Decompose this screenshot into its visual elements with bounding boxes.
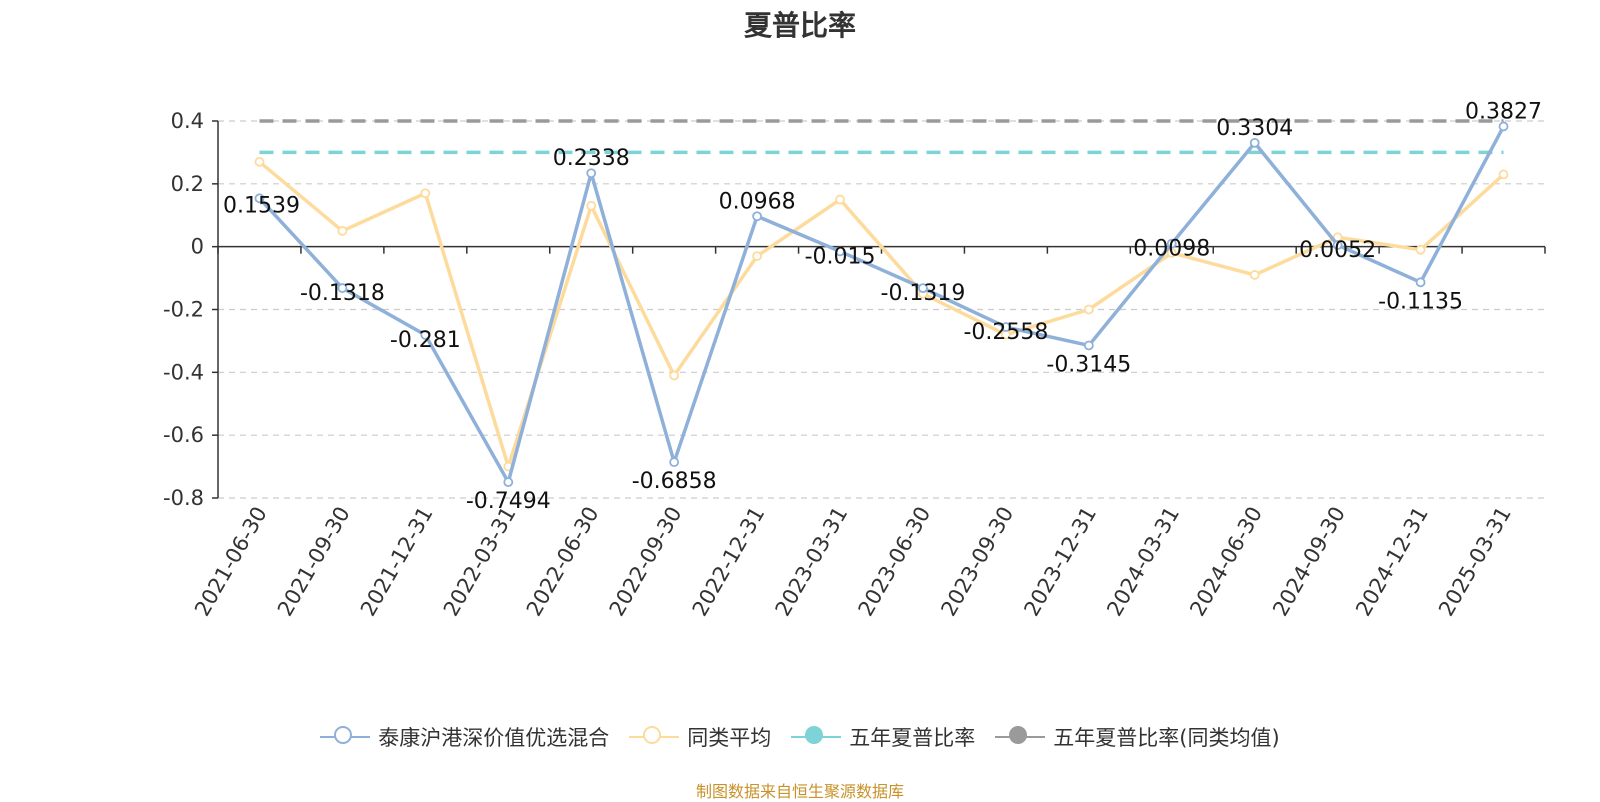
legend-marker-icon [629, 725, 680, 749]
y-tick-label: 0 [191, 235, 204, 259]
data-point [337, 283, 348, 293]
source-note: 制图数据来自恒生聚源数据库 [695, 782, 904, 801]
chart-title: 夏普比率 [743, 9, 856, 42]
data-point [1498, 169, 1509, 180]
data-point [669, 457, 680, 468]
data-point [752, 211, 762, 222]
data-point [1332, 240, 1343, 250]
data-label: -0.3145 [1046, 352, 1131, 377]
y-tick-label: -0.6 [163, 423, 204, 447]
y-tick-label: 0.2 [171, 172, 204, 196]
legend-item[interactable]: 同类平均 [629, 722, 771, 752]
data-point [752, 251, 762, 261]
x-tick-label: 2022-09-30 [605, 503, 687, 621]
x-tick-label: 2023-12-31 [1019, 503, 1101, 621]
data-point [1415, 277, 1426, 288]
data-point [586, 168, 597, 179]
data-point [586, 200, 597, 211]
data-label: -0.1135 [1378, 289, 1463, 314]
x-tick-label: 2024-03-31 [1102, 503, 1184, 621]
legend-label: 泰康沪港深价值优选混合 [378, 726, 610, 750]
data-label: -0.7494 [466, 489, 551, 514]
data-point [1415, 244, 1426, 255]
data-point [254, 156, 265, 167]
x-tick-label: 2024-12-31 [1351, 503, 1433, 621]
x-tick-label: 2023-06-30 [853, 503, 935, 621]
data-label: 0.0098 [1133, 237, 1210, 262]
x-tick-label: 2021-09-30 [273, 503, 355, 621]
data-label: 0.0052 [1299, 238, 1376, 263]
data-label: 0.2338 [553, 146, 630, 171]
data-point [1083, 304, 1094, 315]
data-label: 0.3827 [1465, 99, 1542, 124]
data-point [420, 188, 431, 199]
data-point [1083, 340, 1094, 351]
legend-marker-icon [320, 725, 371, 749]
x-tick-label: 2023-09-30 [936, 503, 1018, 621]
data-label: -0.6858 [632, 469, 717, 494]
data-point [420, 330, 431, 340]
legend-marker-icon [791, 725, 842, 749]
chart-legend: 泰康沪港深价值优选混合 同类平均 五年夏普比率 五年夏普比率(同类均值) [0, 722, 1600, 752]
legend-item[interactable]: 泰康沪港深价值优选混合 [320, 722, 609, 752]
legend-item[interactable]: 五年夏普比率(同类均值) [995, 722, 1280, 752]
data-point [835, 246, 845, 257]
series-line [258, 125, 1506, 484]
data-point [918, 283, 928, 294]
data-point [669, 370, 680, 381]
data-point [1166, 248, 1177, 258]
y-tick-label: -0.4 [163, 360, 204, 384]
data-point [1166, 238, 1177, 249]
x-tick-label: 2024-06-30 [1185, 503, 1267, 621]
y-tick-label: -0.8 [163, 486, 204, 510]
data-point [1001, 322, 1011, 332]
legend-label: 五年夏普比率 [849, 726, 976, 750]
data-label: -0.1319 [881, 281, 966, 306]
series-line [258, 160, 1505, 469]
y-tick-label: 0.4 [171, 109, 204, 133]
x-tick-label: 2022-06-30 [522, 503, 604, 621]
data-point [1249, 270, 1260, 280]
data-point [254, 193, 265, 204]
data-point [835, 194, 845, 205]
data-label: 0.3304 [1216, 116, 1293, 141]
legend-marker-icon [995, 725, 1046, 749]
data-point [337, 226, 348, 236]
x-tick-label: 2023-03-31 [771, 503, 853, 621]
data-point [1249, 137, 1260, 148]
x-tick-label: 2025-03-31 [1434, 503, 1516, 621]
data-point [1498, 121, 1509, 132]
data-label: -0.281 [390, 328, 461, 353]
data-label: 0.0968 [719, 189, 796, 214]
legend-label: 五年夏普比率(同类均值) [1053, 726, 1280, 750]
data-point [503, 477, 514, 488]
legend-label: 同类平均 [687, 726, 772, 750]
data-label: -0.2558 [963, 320, 1048, 345]
data-label: -0.1318 [300, 281, 385, 306]
x-tick-label: 2022-03-31 [439, 503, 521, 621]
x-tick-label: 2024-09-30 [1268, 503, 1350, 621]
legend-item[interactable]: 五年夏普比率 [791, 722, 975, 752]
x-tick-label: 2022-12-31 [688, 503, 770, 621]
y-tick-label: -0.2 [163, 298, 204, 322]
data-label: -0.015 [805, 244, 876, 269]
x-tick-label: 2021-12-31 [356, 503, 438, 621]
data-label: 0.1539 [223, 193, 300, 218]
x-tick-label: 2021-06-30 [190, 503, 272, 621]
